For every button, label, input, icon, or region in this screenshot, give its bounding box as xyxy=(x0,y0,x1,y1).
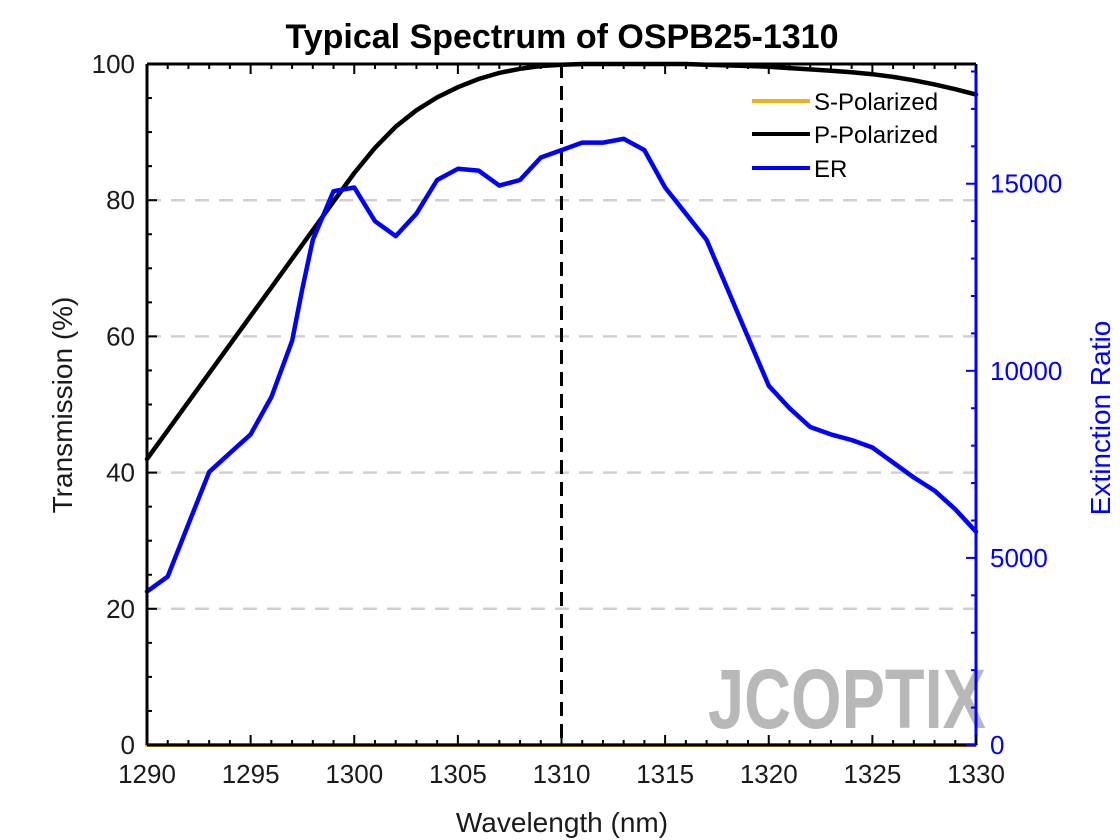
y-tick-label-100: 100 xyxy=(92,49,135,79)
x-tick-label-1315: 1315 xyxy=(636,759,694,789)
y2-tick-label-0: 0 xyxy=(990,730,1004,760)
legend-label-er: ER xyxy=(814,156,847,183)
x-tick-label-1290: 1290 xyxy=(118,759,176,789)
y-tick-label-40: 40 xyxy=(106,458,135,488)
x-tick-label-1310: 1310 xyxy=(533,759,591,789)
y2-axis-label: Extinction Ratio xyxy=(1085,321,1116,516)
x-tick-label-1305: 1305 xyxy=(429,759,487,789)
y-tick-label-80: 80 xyxy=(106,185,135,215)
y-tick-label-0: 0 xyxy=(121,730,135,760)
series-line-er xyxy=(144,136,979,594)
legend: S-Polarized P-Polarized ER xyxy=(752,89,938,183)
chart-title: Typical Spectrum of OSPB25-1310 xyxy=(285,18,838,56)
x-tick-label-1325: 1325 xyxy=(843,759,901,789)
y-tick-label-60: 60 xyxy=(106,321,135,351)
axis-ticks: 1290 1295 1300 1305 1310 1315 1320 1325 13300204… xyxy=(92,49,1063,789)
y2-tick-label-5000: 5000 xyxy=(990,543,1048,573)
y2-tick-label-15000: 15000 xyxy=(990,169,1062,199)
x-axis-label: Wavelength (nm) xyxy=(456,807,668,838)
x-tick-label-1330: 1330 xyxy=(947,759,1005,789)
watermark-logo: JCOPTIX xyxy=(708,652,986,746)
x-tick-label-1300: 1300 xyxy=(325,759,383,789)
y2-tick-label-10000: 10000 xyxy=(990,356,1062,386)
grid-lines xyxy=(147,64,976,745)
x-tick-label-1320: 1320 xyxy=(740,759,798,789)
legend-label-p-polarized: P-Polarized xyxy=(814,122,938,149)
watermark-text: JCOPTIX xyxy=(708,652,986,746)
y-tick-label-20: 20 xyxy=(106,594,135,624)
legend-label-s-polarized: S-Polarized xyxy=(814,89,938,116)
x-tick-label-1295: 1295 xyxy=(222,759,280,789)
y-axis-label: Transmission (%) xyxy=(47,297,78,514)
